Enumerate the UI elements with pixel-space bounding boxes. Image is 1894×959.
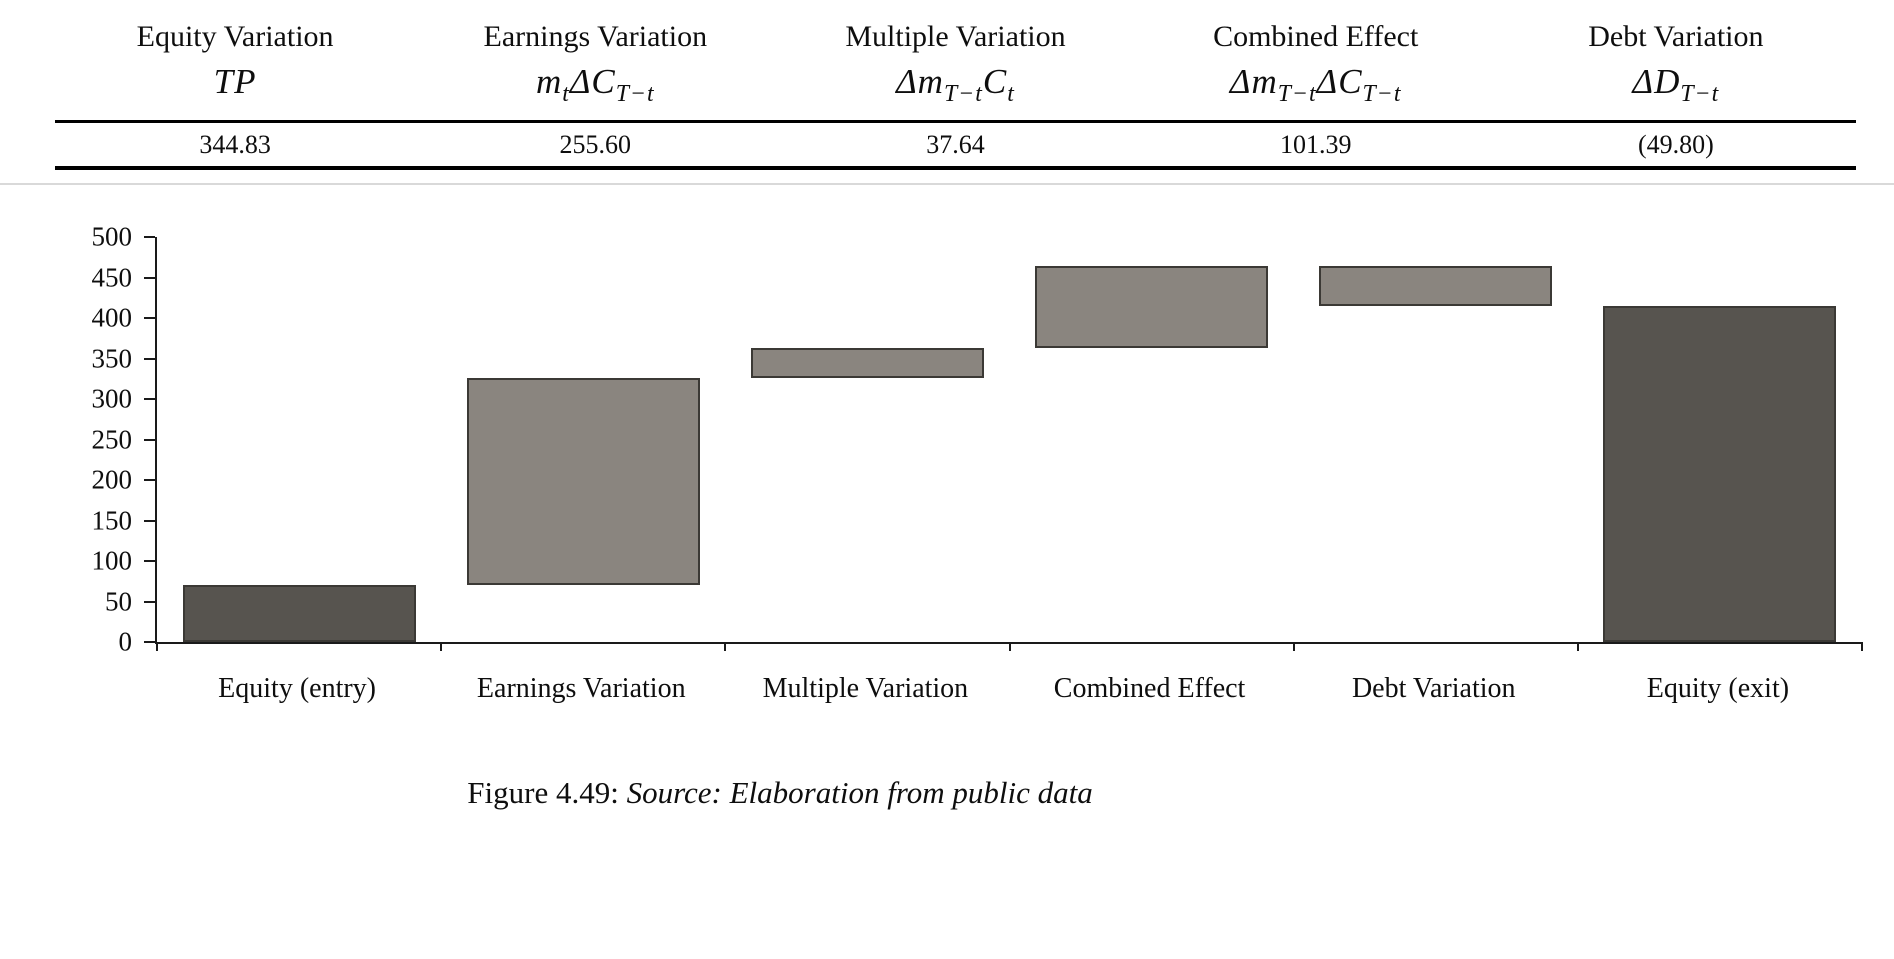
column-title-combined-effect: Combined Effect: [1213, 20, 1419, 53]
y-tick-mark: [144, 398, 155, 400]
y-tick-mark: [144, 479, 155, 481]
value-equity-variation: 344.83: [199, 130, 271, 159]
x-tick-mark: [1008, 642, 1011, 651]
section-divider: [0, 183, 1894, 185]
column-title-earnings-variation: Earnings Variation: [483, 20, 708, 53]
table-value-row: 344.83 255.60 37.64 101.39 (49.80): [55, 123, 1856, 166]
x-axis-label: Combined Effect: [1053, 673, 1246, 704]
x-axis-label: Earnings Variation: [476, 673, 686, 704]
formula-combined-effect: ΔmT−tΔCT−t: [1229, 62, 1402, 107]
waterfall-chart: 0 50 100 150 200 250 300 350 400 450 500 Equity (e…: [60, 223, 1863, 713]
formula-multiple-variation: ΔmT−tCt: [896, 62, 1015, 107]
x-tick-mark: [724, 642, 727, 651]
waterfall-bar-4: [1035, 265, 1269, 348]
y-tick-label: 200: [91, 464, 133, 495]
x-axis-label: Equity (exit): [1646, 673, 1790, 704]
y-tick-label: 400: [91, 302, 133, 333]
y-tick-mark: [144, 438, 155, 441]
waterfall-bar-2: [466, 378, 700, 586]
y-tick-mark: [144, 600, 155, 603]
y-tick-label: 0: [118, 626, 133, 657]
table-rule-upper: [55, 120, 1856, 123]
y-tick-mark: [144, 276, 155, 279]
x-axis-label: Debt Variation: [1351, 673, 1516, 704]
waterfall-bar-5: [1319, 265, 1553, 306]
table-rule-lower: [55, 166, 1856, 170]
y-tick-mark: [144, 317, 155, 319]
value-debt-variation: (49.80): [1637, 130, 1714, 159]
table-title-row: Equity Variation Earnings Variation Mult…: [55, 10, 1856, 54]
y-tick-label: 450: [91, 262, 133, 292]
decomposition-table: Equity Variation Earnings Variation Mult…: [55, 10, 1856, 170]
x-tick-mark: [440, 642, 443, 651]
waterfall-bar-1: [182, 585, 416, 642]
column-title-multiple-variation: Multiple Variation: [845, 20, 1066, 53]
x-tick-mark: [156, 642, 158, 651]
y-tick-label: 100: [91, 545, 133, 576]
table-formula-row: TP mtΔCT−t ΔmT−tCt ΔmT−tΔCT−t ΔDT−t: [55, 54, 1856, 120]
figure-caption: Figure 4.49: Source: Elaboration from pu…: [0, 775, 1560, 811]
formula-debt-variation: ΔDT−t: [1632, 62, 1720, 107]
plot-area: 0 50 100 150 200 250 300 350 400 450 500: [92, 223, 1863, 655]
column-title-equity-variation: Equity Variation: [136, 20, 334, 53]
waterfall-bar-6: [1603, 305, 1837, 642]
x-axis-label: Multiple Variation: [762, 673, 969, 704]
waterfall-bar-3: [750, 347, 984, 379]
y-tick-label: 50: [105, 586, 132, 616]
figure-number: Figure 4.49:: [467, 775, 619, 810]
y-tick-label: 250: [91, 424, 133, 454]
y-tick-label: 150: [91, 505, 133, 535]
x-axis-labels: Equity (entry) Earnings Variation Multiple…: [155, 673, 1860, 705]
y-tick-label: 300: [91, 383, 133, 414]
formula-earnings-variation: mtΔCT−t: [535, 62, 655, 107]
y-tick-mark: [144, 236, 155, 238]
value-earnings-variation: 255.60: [559, 130, 632, 159]
x-tick-mark: [1576, 642, 1579, 651]
column-title-debt-variation: Debt Variation: [1588, 20, 1764, 53]
x-axis-label: Equity (entry): [218, 673, 376, 704]
y-tick-label: 350: [91, 343, 133, 373]
formula-equity-variation: TP: [213, 62, 257, 101]
y-tick-label: 500: [91, 221, 133, 252]
y-tick-mark: [144, 519, 155, 522]
value-multiple-variation: 37.64: [926, 130, 985, 159]
y-tick-mark: [144, 357, 155, 360]
x-tick-mark: [1292, 642, 1295, 651]
value-combined-effect: 101.39: [1279, 130, 1352, 159]
x-tick-mark: [1861, 642, 1863, 651]
y-tick-mark: [144, 560, 155, 562]
y-tick-mark: [144, 641, 155, 643]
figure-source: Source: Elaboration from public data: [626, 775, 1093, 810]
